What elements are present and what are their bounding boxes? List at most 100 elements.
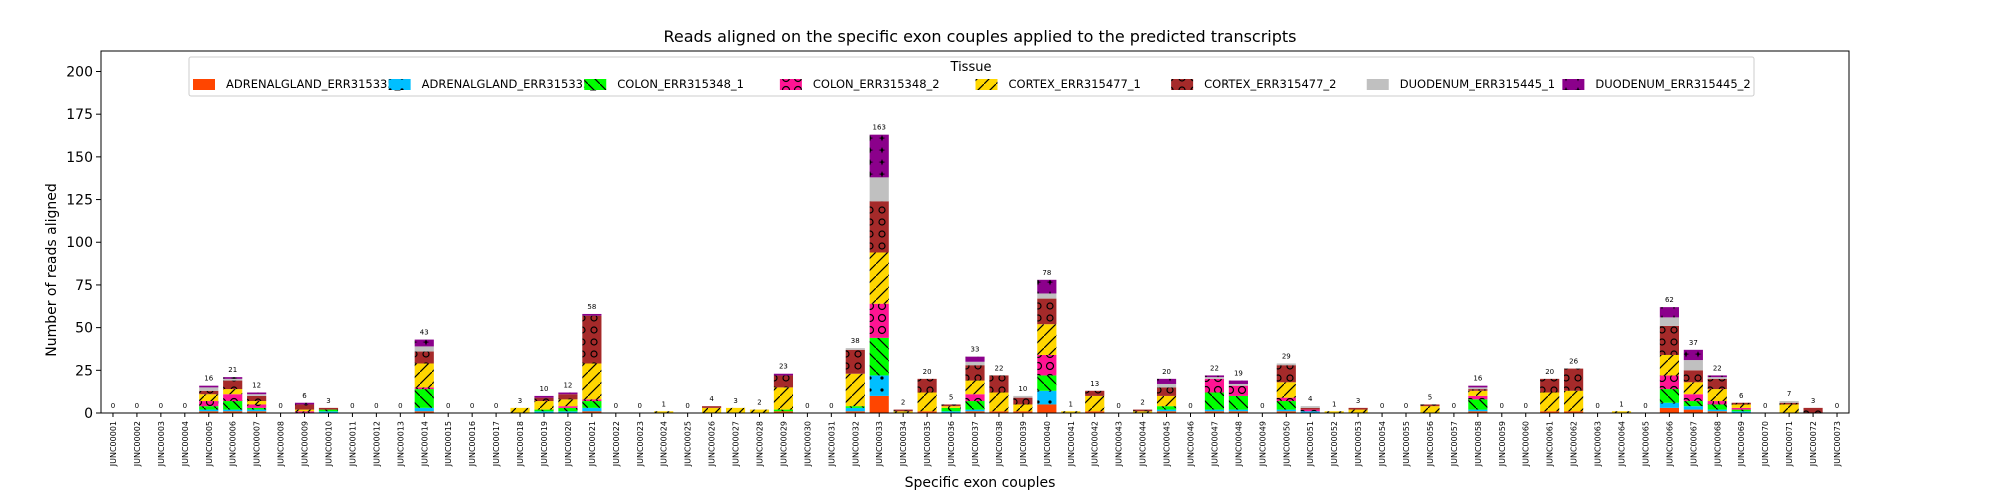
bar-segment [1564, 390, 1584, 412]
legend: Tissue ADRENALGLAND_ERR315335_1 ADRENALGL… [188, 56, 1755, 97]
bar-segment [558, 411, 578, 413]
bar-segment [869, 201, 889, 253]
legend-entry-label: COLON_ERR315348_2 [813, 77, 940, 91]
x-tick-label: JUNC00055 [1402, 421, 1411, 467]
bar-segment [1611, 411, 1632, 413]
x-tick-label: JUNC00058 [1474, 421, 1483, 467]
bar-total-label: 22 [1210, 364, 1219, 372]
bar-total-label: 12 [252, 382, 261, 390]
bar-total-label: 62 [1665, 296, 1674, 304]
x-tick-label: JUNC00003 [157, 421, 166, 467]
legend-entry-label: ADRENALGLAND_ERR315335_2 [422, 77, 604, 91]
bar-segment [1276, 382, 1296, 398]
x-tick-label: JUNC00029 [779, 421, 788, 467]
legend-entry-label: COLON_ERR315348_1 [617, 77, 744, 91]
bar-segment [318, 407, 339, 410]
bar-total-label: 16 [1473, 375, 1482, 383]
bar-total-label: 22 [1713, 364, 1722, 372]
bar-total-label: 3 [733, 397, 737, 405]
x-tick-label: JUNC00048 [1234, 421, 1243, 467]
x-tick-label: JUNC00052 [1330, 421, 1339, 467]
bar-segment [965, 380, 985, 395]
x-tick-label: JUNC00034 [899, 421, 908, 467]
bar-segment [1564, 368, 1584, 391]
bar-segment [223, 411, 243, 413]
bar-segment [247, 407, 267, 410]
bar-total-label: 0 [1380, 402, 1384, 410]
bar-segment [1324, 411, 1344, 413]
bar-total-label: 0 [278, 402, 282, 410]
bar-segment [845, 406, 865, 408]
bar-segment [414, 346, 434, 352]
plot-frame [100, 50, 1850, 414]
bar-segment [1156, 411, 1177, 413]
bar-segment [247, 395, 267, 402]
bar-segment [1683, 360, 1703, 371]
bar-segment [1731, 407, 1751, 410]
bar-segment [845, 411, 865, 413]
x-tick-label: JUNC00070 [1761, 421, 1770, 467]
bar-segment [558, 399, 578, 407]
bar-segment [1204, 411, 1225, 413]
bar-segment [893, 409, 913, 412]
x-tick-label: JUNC00043 [1115, 421, 1124, 467]
bar-segment [1228, 395, 1248, 410]
x-tick-label: JUNC00009 [301, 421, 310, 467]
bar-segment [1061, 411, 1081, 413]
bar-segment [1731, 409, 1751, 412]
bar-segment [247, 411, 267, 413]
bar-total-label: 0 [350, 402, 354, 410]
bar-segment [1468, 411, 1488, 413]
x-tick-label: JUNC00033 [875, 421, 884, 467]
bar-segment [1276, 365, 1296, 383]
x-tick-label: JUNC00069 [1737, 421, 1746, 467]
bar-total-label: 0 [1404, 402, 1408, 410]
bar-segment [1085, 390, 1105, 396]
bar-segment [414, 411, 434, 413]
x-tick-label: JUNC00014 [420, 421, 429, 467]
bar-segment [582, 407, 602, 412]
bar-segment [294, 411, 315, 413]
x-tick-label: JUNC00021 [588, 421, 597, 467]
bar-segment [223, 389, 243, 395]
bar-total-label: 2 [1140, 399, 1144, 407]
bar-total-label: 20 [1162, 368, 1171, 376]
bar-total-label: 163 [873, 124, 886, 132]
bar-segment [1037, 390, 1057, 405]
bar-segment [1348, 407, 1368, 410]
bar-segment [534, 409, 554, 412]
bar-segment [1659, 375, 1679, 390]
x-tick-label: JUNC00022 [612, 421, 621, 467]
bar-segment [1228, 385, 1248, 396]
bar-segment [917, 392, 937, 412]
bar-total-label: 4 [709, 395, 714, 403]
bar-segment [1540, 411, 1560, 413]
bar-segment [199, 385, 219, 388]
bar-segment [1420, 406, 1440, 413]
bar-segment [1659, 307, 1679, 318]
bar-total-label: 0 [1452, 402, 1456, 410]
x-tick-label: JUNC00023 [636, 421, 645, 467]
y-tick-label: 0 [84, 406, 93, 422]
bar-total-label: 0 [614, 402, 618, 410]
bar-segment [1683, 394, 1703, 402]
bar-segment [247, 392, 267, 395]
x-tick-label: JUNC00064 [1618, 421, 1627, 467]
bar-segment [1204, 409, 1225, 412]
bar-total-label: 4 [1308, 395, 1313, 403]
bar-total-label: 0 [1260, 402, 1264, 410]
x-tick-label: JUNC00057 [1450, 421, 1459, 467]
legend-title: Tissue [950, 60, 992, 75]
bar-segment [989, 392, 1009, 412]
x-tick-label: JUNC00053 [1354, 421, 1363, 467]
bar-total-label: 1 [1619, 400, 1623, 408]
bar-segment [1156, 378, 1177, 384]
bar-segment [414, 351, 434, 364]
bar-segment [1540, 378, 1560, 393]
x-tick-label: JUNC00072 [1809, 421, 1818, 467]
x-tick-label: JUNC00012 [372, 421, 381, 467]
bar-total-label: 2 [757, 399, 761, 407]
bar-total-label: 3 [326, 397, 330, 405]
bar-segment [294, 402, 315, 405]
